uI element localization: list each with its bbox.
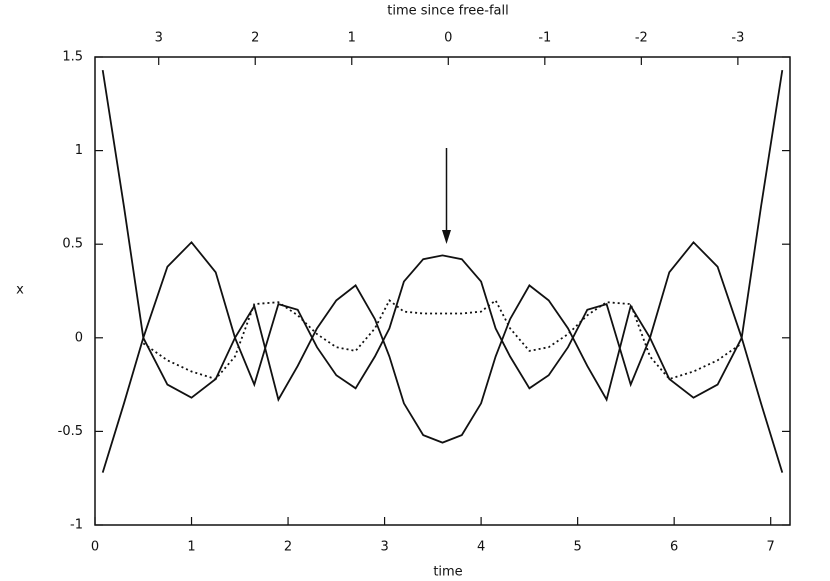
- top-tick-label: 1: [348, 31, 356, 46]
- y-tick-label: 0: [75, 330, 83, 345]
- x-tick-label: 4: [477, 540, 485, 555]
- series-line: [101, 240, 784, 473]
- top-tick-label: 2: [251, 31, 259, 46]
- x-axis-title: time: [433, 565, 462, 580]
- y-tick-label: 1: [75, 143, 83, 158]
- x-tick-label: 0: [91, 540, 99, 555]
- y-tick-label: -1: [70, 518, 83, 533]
- top-tick-label: -3: [731, 31, 744, 46]
- x-tick-label: 5: [573, 540, 581, 555]
- y-tick-label: 1.5: [62, 50, 83, 65]
- series-line: [101, 69, 784, 444]
- x-tick-label: 1: [187, 540, 195, 555]
- plot-frame: [94, 56, 791, 526]
- x-tick-label: 6: [670, 540, 678, 555]
- arrow-head: [442, 230, 451, 244]
- top-tick-label: 3: [155, 31, 163, 46]
- y-tick-label: -0.5: [58, 424, 83, 439]
- series-line: [142, 299, 743, 381]
- top-axis-title: time since free-fall: [387, 4, 509, 19]
- top-tick-label: 0: [444, 31, 452, 46]
- y-axis-title: x: [16, 283, 24, 298]
- y-tick-label: 0.5: [62, 237, 83, 252]
- top-tick-label: -2: [635, 31, 648, 46]
- top-tick-label: -1: [538, 31, 551, 46]
- x-tick-label: 2: [284, 540, 292, 555]
- x-tick-label: 3: [380, 540, 388, 555]
- x-tick-label: 7: [767, 540, 775, 555]
- arrow: [442, 148, 451, 244]
